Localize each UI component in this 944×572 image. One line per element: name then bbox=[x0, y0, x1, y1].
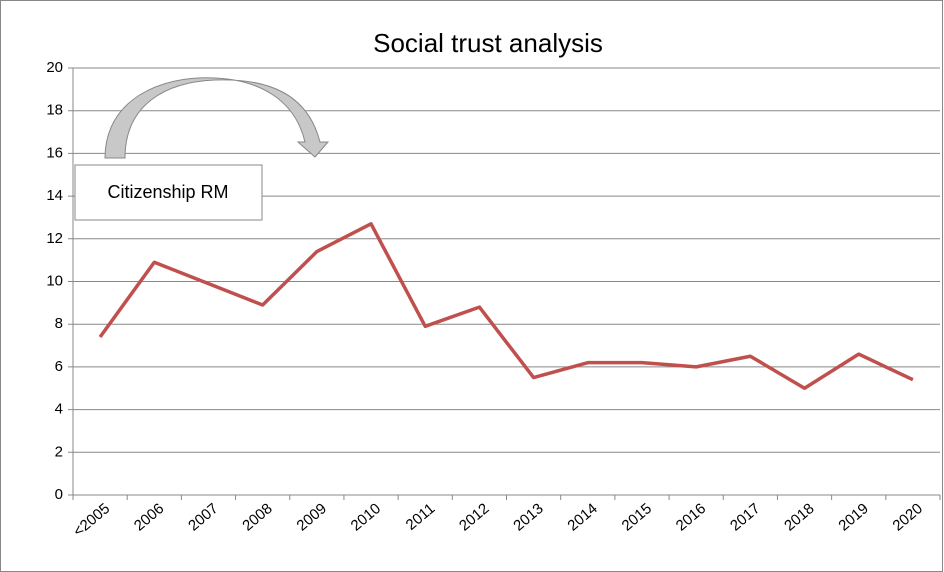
y-tick-label: 2 bbox=[55, 443, 63, 460]
y-tick-label: 6 bbox=[55, 358, 63, 375]
data-line bbox=[98, 222, 914, 390]
chart-title: Social trust analysis bbox=[373, 28, 603, 58]
annotation-text: Citizenship RM bbox=[107, 182, 228, 202]
annotation-arrow bbox=[104, 77, 330, 159]
y-tick-label: 0 bbox=[55, 486, 63, 503]
y-tick-label: 18 bbox=[46, 102, 63, 119]
y-tick-label: 8 bbox=[55, 315, 63, 332]
y-tick-label: 20 bbox=[46, 59, 63, 76]
y-tick-label: 4 bbox=[55, 401, 63, 418]
y-tick-label: 12 bbox=[46, 230, 63, 247]
y-tick-label: 16 bbox=[46, 144, 63, 161]
y-tick-label: 14 bbox=[46, 187, 63, 204]
y-tick-label: 10 bbox=[46, 272, 63, 289]
annotation-box bbox=[74, 164, 263, 221]
